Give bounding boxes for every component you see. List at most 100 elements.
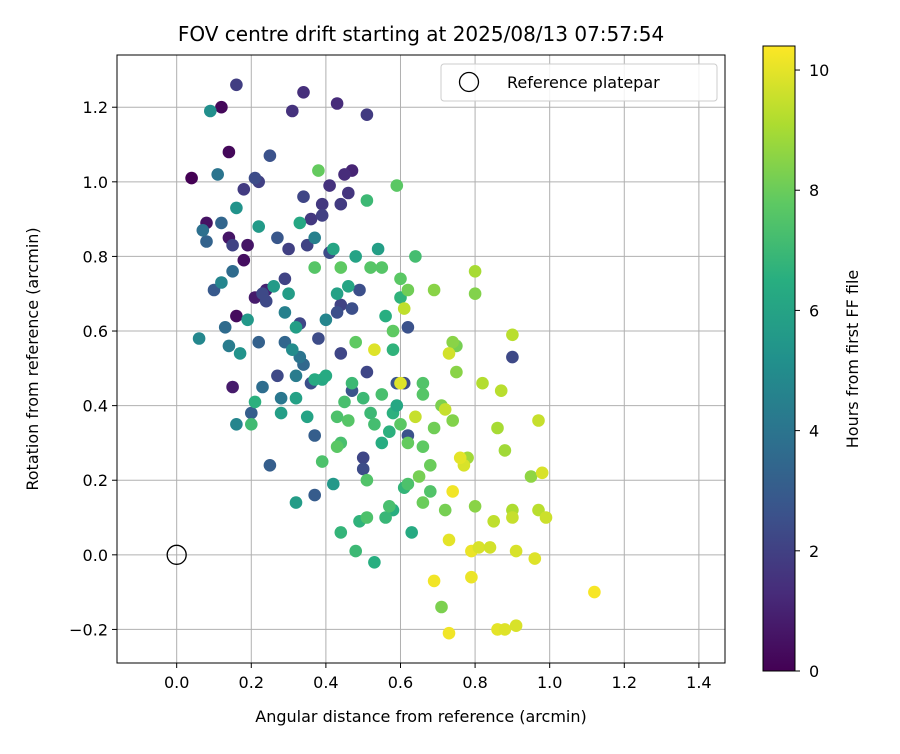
data-point <box>483 541 497 554</box>
data-point <box>282 242 295 256</box>
data-point <box>289 391 303 405</box>
x-tick-label: 0.8 <box>462 673 487 692</box>
data-point <box>524 470 538 483</box>
data-point <box>259 294 273 308</box>
colorbar-gradient <box>762 45 796 672</box>
data-point <box>200 235 213 248</box>
data-point <box>494 384 508 398</box>
y-tick-label: 0.0 <box>83 546 108 565</box>
data-point <box>442 533 456 547</box>
data-point <box>442 626 456 640</box>
data-point <box>360 108 374 121</box>
data-point <box>241 238 254 252</box>
data-point <box>506 328 519 342</box>
data-point <box>252 220 265 233</box>
x-axis-ticks: 0.0 0.2 0.4 0.6 0.8 1.0 1.2 1.4 <box>164 663 712 692</box>
data-point <box>315 209 329 222</box>
data-point <box>394 376 407 390</box>
data-point <box>278 306 292 319</box>
plot-area <box>116 54 726 664</box>
data-point <box>416 376 430 390</box>
data-point <box>245 406 258 420</box>
data-point <box>472 541 486 554</box>
data-point <box>409 410 422 424</box>
data-point <box>342 186 355 200</box>
colorbar-tick-label: 10 <box>809 61 829 80</box>
data-point <box>233 347 247 360</box>
data-point <box>468 265 482 278</box>
colorbar-tick-label: 8 <box>809 181 819 200</box>
data-point <box>532 414 545 427</box>
data-point <box>304 212 318 226</box>
data-point <box>274 391 288 405</box>
data-point <box>274 406 288 420</box>
y-tick-label: −0.2 <box>69 620 108 639</box>
data-point <box>230 201 243 215</box>
data-point <box>286 343 299 357</box>
y-tick-label: 1.0 <box>83 173 108 192</box>
data-point <box>215 100 228 114</box>
data-point <box>360 365 374 379</box>
data-point <box>491 421 504 435</box>
data-point <box>375 261 389 274</box>
data-point <box>263 149 277 162</box>
data-point <box>342 280 355 293</box>
data-point <box>330 306 344 319</box>
data-point <box>267 280 281 293</box>
data-point <box>349 335 363 349</box>
data-point <box>375 436 389 450</box>
data-point <box>401 436 415 450</box>
data-point <box>256 380 269 394</box>
data-point <box>383 500 396 513</box>
x-axis-label: Angular distance from reference (arcmin) <box>255 707 586 726</box>
data-point <box>446 414 460 427</box>
data-point <box>356 391 370 405</box>
data-point <box>300 410 314 424</box>
data-point <box>424 459 437 472</box>
data-point <box>271 231 284 245</box>
data-point <box>230 78 243 92</box>
data-point <box>360 473 374 487</box>
colorbar-tick-label: 0 <box>809 662 819 681</box>
chart-title: FOV centre drift starting at 2025/08/13 … <box>178 22 664 46</box>
data-point <box>338 395 351 409</box>
data-point <box>226 380 239 394</box>
data-point <box>330 97 344 110</box>
data-point <box>330 287 344 301</box>
data-point <box>528 552 542 565</box>
data-point <box>379 511 392 524</box>
data-point <box>334 526 348 539</box>
data-point <box>416 496 430 509</box>
colorbar-tick-label: 4 <box>809 422 819 441</box>
data-point <box>364 261 377 274</box>
data-point <box>435 600 448 614</box>
data-point <box>450 365 463 379</box>
data-point <box>297 86 310 99</box>
data-point <box>215 276 228 289</box>
x-tick-label: 0.2 <box>239 673 264 692</box>
data-point <box>252 335 265 349</box>
data-point <box>334 197 348 211</box>
data-point <box>453 451 467 465</box>
data-point <box>438 503 452 517</box>
data-point <box>412 470 426 483</box>
colorbar-label: Hours from first FF file <box>843 270 862 449</box>
data-point <box>360 194 374 207</box>
data-point <box>386 324 400 338</box>
data-point <box>286 104 299 118</box>
colorbar-tick-label: 2 <box>809 542 819 561</box>
data-point <box>319 313 333 327</box>
y-axis-label: Rotation from reference (arcmin) <box>23 227 42 490</box>
reference-platepar-marker <box>166 544 187 565</box>
data-point <box>356 451 370 465</box>
data-point <box>535 466 549 480</box>
data-point <box>446 335 460 349</box>
data-point <box>226 265 239 278</box>
data-point <box>282 287 295 301</box>
data-point <box>401 283 415 297</box>
data-point <box>353 283 366 297</box>
data-point <box>498 444 512 457</box>
data-point <box>390 399 404 412</box>
data-point <box>293 216 307 230</box>
data-point <box>338 168 351 181</box>
